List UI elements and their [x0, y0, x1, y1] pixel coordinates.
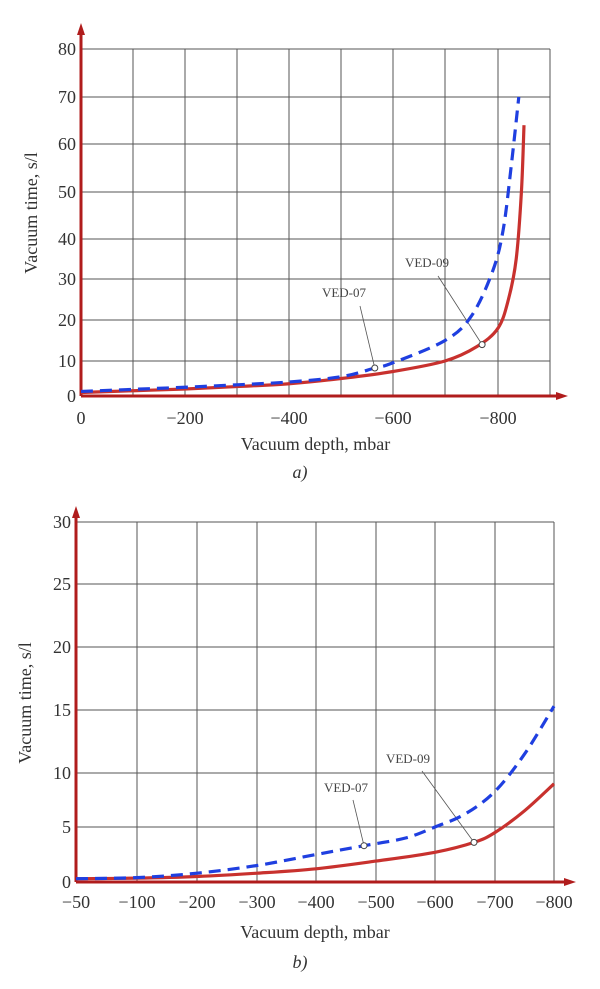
series-marker-ved-09 — [470, 838, 478, 846]
series-label-ved-09: VED-09 — [405, 255, 449, 270]
x-tick-label: −200 — [166, 408, 203, 428]
x-axis-arrow-icon — [564, 878, 576, 886]
series-line-ved-09 — [75, 782, 556, 881]
annotation-leader-line — [437, 275, 483, 345]
chart-a: 0 −200 −400 −600 −800 0 10 20 30 40 50 60 70 80 Vacuum… — [21, 23, 568, 483]
y-tick-label: 20 — [53, 637, 71, 657]
y-tick-label: 20 — [58, 310, 76, 330]
y-axis-title: Vacuum time, s/l — [15, 642, 35, 763]
annotation-leader-line — [421, 770, 475, 843]
series-label-ved-07: VED-07 — [324, 780, 369, 795]
x-tick-label: −300 — [238, 892, 275, 912]
y-tick-label: 50 — [58, 182, 76, 202]
series-label-ved-09: VED-09 — [386, 751, 430, 766]
y-tick-label: 30 — [53, 512, 71, 532]
y-tick-label: 10 — [53, 763, 71, 783]
y-tick-label: 25 — [53, 574, 71, 594]
series-marker-ved-07 — [360, 842, 368, 850]
x-axis-title: Vacuum depth, mbar — [241, 434, 390, 454]
series-marker-ved-07 — [371, 364, 379, 372]
x-tick-label: −200 — [178, 892, 215, 912]
x-tick-label: −600 — [374, 408, 411, 428]
x-tick-label: 0 — [77, 408, 86, 428]
chart-b: −50 −100 −200 −300 −400 −500 −600 −700 −800 0 5 10 1… — [15, 506, 576, 973]
series-marker-ved-09 — [478, 341, 486, 349]
y-axis-title: Vacuum time, s/l — [21, 152, 41, 273]
series-line-ved-07 — [75, 705, 556, 881]
y-tick-label: 5 — [62, 817, 71, 837]
annotation-leader-line — [352, 799, 365, 846]
x-tick-label: −500 — [357, 892, 394, 912]
x-tick-label: −700 — [476, 892, 513, 912]
y-tick-label: 0 — [62, 872, 71, 892]
y-tick-label: 70 — [58, 87, 76, 107]
y-tick-label: 15 — [53, 700, 71, 720]
y-tick-label: 40 — [58, 229, 76, 249]
series-line-ved-07 — [80, 96, 521, 394]
x-axis-arrow-icon — [556, 392, 568, 400]
x-tick-label: −800 — [535, 892, 572, 912]
x-tick-label: −50 — [62, 892, 90, 912]
y-tick-label: 0 — [67, 386, 76, 406]
x-tick-label: −400 — [270, 408, 307, 428]
y-tick-label: 60 — [58, 134, 76, 154]
y-tick-label: 80 — [58, 39, 76, 59]
x-tick-label: −400 — [297, 892, 334, 912]
chart-caption: a) — [293, 462, 308, 483]
x-tick-label: −800 — [479, 408, 516, 428]
x-tick-label: −600 — [416, 892, 453, 912]
annotation-leader-line — [359, 305, 376, 369]
chart-caption: b) — [293, 952, 308, 973]
series-line-ved-09 — [80, 125, 526, 395]
y-axis-arrow-icon — [72, 506, 80, 518]
y-tick-label: 10 — [58, 351, 76, 371]
x-axis-title: Vacuum depth, mbar — [240, 922, 389, 942]
x-tick-label: −100 — [118, 892, 155, 912]
y-axis-arrow-icon — [77, 23, 85, 35]
y-tick-label: 30 — [58, 269, 76, 289]
series-label-ved-07: VED-07 — [322, 285, 367, 300]
